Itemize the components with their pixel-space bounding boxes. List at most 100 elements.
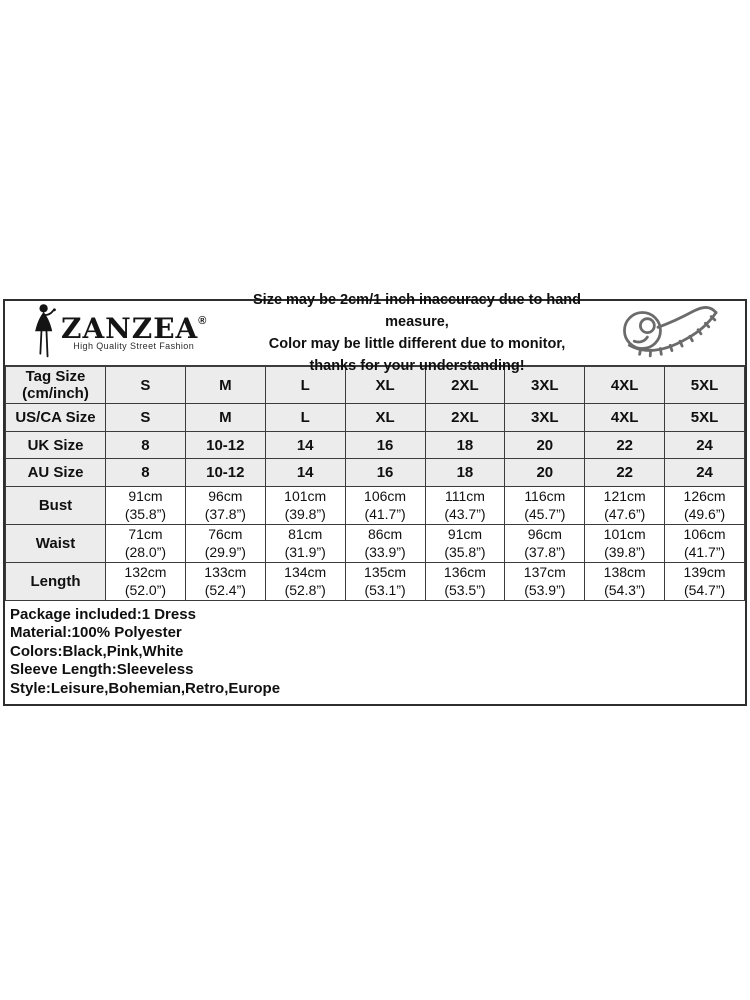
cm-value: 137cm [523, 564, 566, 580]
cm-value: 135cm [364, 564, 407, 580]
au-cell: 24 [664, 458, 745, 487]
registered-mark: ® [198, 315, 207, 327]
cm-value: 96cm [208, 488, 243, 504]
size-chart-sheet: ZANZEA ® High Quality Street Fashion Siz… [3, 292, 747, 707]
length-cell: 139cm (54.7”) [664, 562, 745, 601]
disclaimer-line-1: Size may be 2cm/1 inch inaccuracy due to… [253, 292, 581, 330]
tag-size-5xl: 5XL [664, 366, 745, 404]
length-cell: 136cm (53.5”) [424, 562, 506, 601]
inch-value: (41.7”) [364, 505, 406, 522]
inch-value: (53.9”) [524, 581, 566, 598]
inch-value: (54.3”) [604, 581, 646, 598]
bust-cell: 111cm (43.7”) [424, 486, 506, 525]
brand-name: ZANZEA [61, 312, 199, 345]
detail-style: Style:Leisure,Bohemian,Retro,Europe [10, 679, 281, 697]
waist-cell: 86cm (33.9”) [344, 524, 426, 563]
header: ZANZEA ® High Quality Street Fashion Siz… [5, 292, 745, 374]
uk-cell: 22 [584, 431, 666, 459]
cm-value: 126cm [683, 488, 726, 504]
waist-cell: 81cm (31.9”) [264, 524, 346, 563]
cm-value: 101cm [284, 488, 327, 504]
cm-value: 86cm [367, 526, 403, 542]
bust-cell: 91cm (35.8”) [105, 486, 186, 525]
waist-cell: 106cm (41.7”) [664, 524, 745, 563]
bust-cell: 106cm (41.7”) [344, 486, 426, 525]
bust-cell: 116cm (45.7”) [504, 486, 586, 525]
length-cell: 135cm (53.1”) [344, 562, 426, 601]
length-cell: 132cm (52.0”) [105, 562, 186, 601]
detail-colors: Colors:Black,Pink,White [10, 642, 184, 660]
bust-cell: 101cm (39.8”) [264, 486, 346, 525]
cm-value: 101cm [603, 526, 646, 542]
tag-size-label: Tag Size [25, 368, 86, 385]
tag-size-l: L [264, 366, 346, 404]
row-label-bust: Bust [5, 486, 106, 525]
cm-value: 133cm [204, 564, 247, 580]
row-label-uk: UK Size [5, 431, 106, 459]
row-usca-size: US/CA Size S M L XL 2XL 3XL 4XL 5XL [5, 403, 745, 432]
row-waist: Waist 71cm (28.0”) 76cm (29.9”) 81cm (31.9”… [5, 524, 745, 563]
au-cell: 22 [584, 458, 666, 487]
cm-value: 139cm [683, 564, 726, 580]
detail-material: Material:100% Polyester [10, 624, 182, 642]
inch-value: (45.7”) [524, 505, 566, 522]
length-cell: 134cm (52.8”) [264, 562, 346, 601]
inch-value: (28.0”) [124, 543, 167, 560]
inch-value: (43.7”) [444, 505, 486, 522]
uk-cell: 10-12 [184, 431, 266, 459]
detail-package: Package included:1 Dress [10, 606, 196, 623]
inch-value: (49.6”) [683, 505, 726, 522]
row-tag-size: Tag Size (cm/inch) S M L XL 2XL 3XL 4XL … [5, 366, 745, 404]
uk-cell: 18 [424, 431, 506, 459]
usca-cell: L [264, 403, 346, 432]
length-cell: 138cm (54.3”) [584, 562, 666, 601]
au-cell: 20 [504, 458, 586, 487]
inch-value: (37.8”) [204, 505, 246, 522]
waist-cell: 96cm (37.8”) [504, 524, 586, 563]
usca-cell: S [105, 403, 186, 432]
waist-cell: 76cm (29.9”) [184, 524, 266, 563]
row-length: Length 132cm (52.0”) 133cm (52.4”) 134cm (5… [5, 562, 745, 601]
usca-cell: M [184, 403, 266, 432]
uk-cell: 24 [664, 431, 745, 459]
tag-size-2xl: 2XL [424, 366, 506, 404]
cm-value: 116cm [524, 488, 566, 504]
detail-sleeve-length: Sleeve Length:Sleeveless [10, 661, 194, 679]
inch-value: (39.8”) [604, 543, 646, 560]
tag-size-3xl: 3XL [504, 366, 586, 404]
inch-value: (53.5”) [444, 581, 486, 598]
inch-value: (52.0”) [124, 581, 167, 598]
size-table: Tag Size (cm/inch) S M L XL 2XL 3XL 4XL … [5, 366, 745, 601]
cm-value: 106cm [364, 488, 407, 504]
inch-value: (35.8”) [124, 505, 167, 522]
cm-value: 138cm [603, 564, 646, 580]
row-label-length: Length [5, 562, 106, 601]
au-cell: 10-12 [184, 458, 266, 487]
tag-size-m: M [184, 366, 266, 404]
row-au-size: AU Size 8 10-12 14 16 18 20 22 24 [5, 458, 745, 487]
au-cell: 16 [344, 458, 426, 487]
tag-size-s: S [105, 366, 186, 404]
uk-cell: 16 [344, 431, 426, 459]
cm-value: 71cm [128, 526, 163, 542]
row-label-tag-size: Tag Size (cm/inch) [5, 366, 106, 404]
length-cell: 137cm (53.9”) [504, 562, 586, 601]
inch-value: (52.8”) [284, 581, 326, 598]
inch-value: (41.7”) [683, 543, 726, 560]
inch-value: (52.4”) [204, 581, 246, 598]
brand-logo: ZANZEA ® High Quality Street Fashion [5, 303, 223, 363]
usca-cell: 5XL [664, 403, 745, 432]
measuring-tape-icon [611, 304, 723, 362]
row-uk-size: UK Size 8 10-12 14 16 18 20 22 24 [5, 431, 745, 459]
uk-cell: 8 [105, 431, 186, 459]
cm-value: 136cm [443, 564, 486, 580]
inch-value: (39.8”) [284, 505, 326, 522]
usca-cell: 4XL [584, 403, 666, 432]
waist-cell: 71cm (28.0”) [105, 524, 186, 563]
bust-cell: 126cm (49.6”) [664, 486, 745, 525]
length-cell: 133cm (52.4”) [184, 562, 266, 601]
disclaimer-line-3: thanks for your understanding! [309, 358, 525, 374]
cm-value: 96cm [527, 526, 562, 542]
au-cell: 18 [424, 458, 506, 487]
cm-value: 134cm [284, 564, 327, 580]
